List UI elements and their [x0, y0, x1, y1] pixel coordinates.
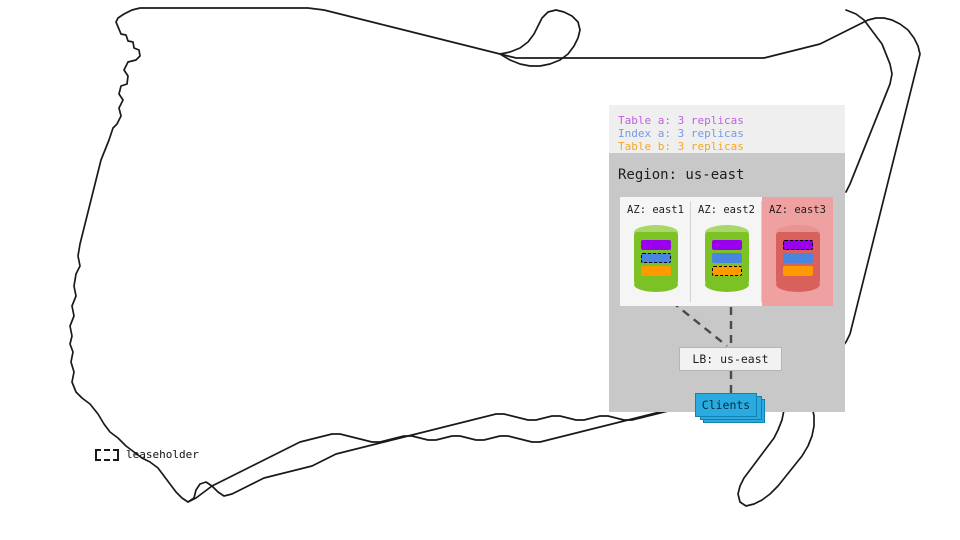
replica-table-b-east2 — [711, 266, 742, 276]
replica-index-a-east1 — [640, 253, 671, 263]
replica-table-a-east3 — [782, 240, 813, 250]
region-title: Region: us-east — [618, 167, 745, 183]
az-row: AZ: east1 AZ: east2 — [620, 197, 833, 306]
replica-table-a-east1 — [640, 240, 671, 250]
legend-row-index-a: Index a: 3 replicas — [618, 127, 744, 140]
clients-card-front: Clients — [695, 393, 757, 417]
load-balancer-box[interactable]: LB: us-east — [679, 347, 782, 371]
az-title-east3: AZ: east3 — [769, 204, 826, 216]
us-map-greatlakes — [499, 9, 581, 67]
replica-table-a-east2 — [711, 240, 742, 250]
legend-row-table-a: Table a: 3 replicas — [618, 114, 744, 127]
legend-row-table-b: Table b: 3 replicas — [618, 140, 744, 153]
az-box-east3[interactable]: AZ: east3 — [762, 197, 833, 306]
us-map-northeast-detail — [845, 9, 893, 193]
leaseholder-swatch-icon — [95, 448, 119, 461]
az-divider-1 — [690, 201, 691, 302]
az-title-east1: AZ: east1 — [627, 204, 684, 216]
clients-label: Clients — [701, 398, 751, 412]
database-east1 — [633, 225, 678, 292]
cluster-topology-panel: Table a: 3 replicas Index a: 3 replicas … — [609, 105, 845, 423]
replica-index-a-east3 — [782, 253, 813, 263]
az-title-east2: AZ: east2 — [698, 204, 755, 216]
az-box-east2[interactable]: AZ: east2 — [691, 197, 762, 306]
replica-legend: Table a: 3 replicas Index a: 3 replicas … — [609, 105, 845, 153]
replica-table-b-east1 — [640, 266, 671, 276]
database-east2 — [704, 225, 749, 292]
database-east3 — [775, 225, 820, 292]
az-divider-2 — [761, 201, 762, 302]
replica-table-b-east3 — [782, 266, 813, 276]
leaseholder-legend-label: leaseholder — [126, 448, 199, 461]
load-balancer-label: LB: us-east — [692, 352, 769, 366]
us-map-florida — [737, 377, 815, 507]
az-box-east1[interactable]: AZ: east1 — [620, 197, 691, 306]
leaseholder-legend: leaseholder — [95, 448, 199, 461]
region-block-us-east: Region: us-east AZ: east1 — [609, 153, 845, 423]
replica-index-a-east2 — [711, 253, 742, 263]
clients-stack[interactable]: Clients — [695, 393, 765, 423]
